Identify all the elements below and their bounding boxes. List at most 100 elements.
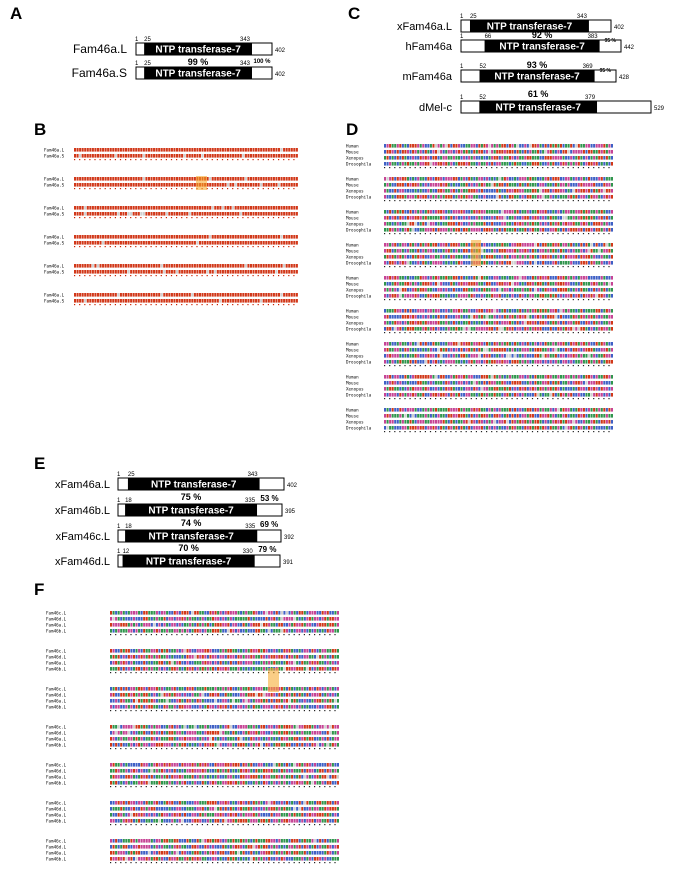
panel-d-consensus-mark: [588, 398, 590, 400]
panel-d-consensus-mark: [521, 233, 523, 235]
panel-d-consensus-mark: [409, 167, 411, 169]
panel-b-residue: [191, 154, 194, 158]
panel-b-residue: [265, 154, 268, 158]
panel-d-residue: [603, 354, 606, 358]
panel-d-residue: [605, 177, 608, 181]
panel-b-residue: [283, 264, 286, 268]
panel-d-residue: [506, 210, 509, 214]
panel-d-residue: [585, 261, 588, 265]
panel-letter-a: A: [10, 4, 23, 23]
panel-d-residue: [514, 375, 517, 379]
panel-d-residue: [409, 387, 412, 391]
panel-d-consensus-mark: [414, 332, 416, 334]
panel-c-row-2-tail-pct: 95 %: [600, 68, 612, 74]
panel-d-residue: [450, 243, 453, 247]
panel-d-residue: [567, 354, 570, 358]
panel-b-consensus-mark: [160, 159, 162, 161]
panel-d-residue: [470, 150, 473, 154]
panel-d-residue: [409, 315, 412, 319]
panel-d-residue: [386, 342, 389, 346]
panel-d-residue: [463, 150, 466, 154]
panel-d-residue: [610, 189, 613, 193]
panel-d-residue: [457, 408, 460, 412]
panel-b-residue: [272, 183, 275, 187]
panel-b-consensus-mark: [272, 159, 275, 161]
panel-b-residue: [114, 235, 117, 239]
panel-d-residue: [468, 408, 471, 412]
panel-d-residue: [442, 156, 445, 160]
panel-d-residue: [585, 387, 588, 391]
panel-d-residue: [414, 381, 417, 385]
panel-d-residue: [435, 255, 438, 259]
panel-d-residue: [570, 243, 573, 247]
panel-d-residue: [585, 222, 588, 226]
panel-d-residue: [600, 321, 603, 325]
panel-d-residue: [537, 294, 540, 298]
panel-b-consensus-mark: [242, 275, 244, 277]
panel-d-residue: [562, 321, 565, 325]
panel-b-residue: [288, 235, 291, 239]
panel-b-residue: [104, 148, 107, 152]
panel-d-consensus-mark: [475, 167, 477, 169]
panel-d-residue: [457, 342, 460, 346]
panel-d-residue: [429, 162, 432, 166]
panel-b-residue: [219, 270, 222, 274]
panel-d-residue: [557, 381, 560, 385]
panel-d-residue: [539, 420, 542, 424]
panel-d-residue: [432, 210, 435, 214]
panel-d-residue: [429, 387, 432, 391]
panel-b-residue: [122, 212, 125, 216]
panel-d-consensus-mark: [460, 200, 462, 202]
panel-d-residue: [419, 156, 422, 160]
panel-d-residue: [519, 315, 522, 319]
panel-b-consensus-mark: [150, 304, 152, 306]
panel-b-residue: [214, 299, 217, 303]
panel-d-residue: [585, 255, 588, 259]
panel-d-residue: [437, 216, 440, 220]
panel-b-residue: [74, 264, 77, 268]
panel-d-consensus-mark: [562, 167, 564, 169]
panel-d-residue: [450, 309, 453, 313]
panel-d-residue: [539, 261, 542, 265]
panel-d-residue: [519, 189, 522, 193]
panel-d-residue: [429, 243, 432, 247]
panel-d-residue: [531, 309, 534, 313]
panel-d-residue: [491, 282, 494, 286]
panel-d-residue: [437, 360, 440, 364]
panel-b-residue: [168, 177, 171, 181]
panel-b-residue: [227, 241, 230, 245]
panel-d-residue: [424, 144, 427, 148]
panel-b-consensus-mark: [242, 246, 244, 248]
panel-d-residue: [570, 315, 573, 319]
panel-b-residue: [147, 154, 150, 158]
panel-d-residue: [455, 414, 458, 418]
panel-d-residue: [414, 327, 417, 331]
panel-d-consensus-mark: [593, 200, 595, 202]
panel-d-residue: [460, 294, 463, 298]
panel-d-residue: [396, 156, 399, 160]
panel-b-consensus-mark: [74, 246, 76, 248]
panel-b-residue: [206, 154, 209, 158]
panel-d-residue: [534, 321, 537, 325]
panel-d-consensus-mark: [501, 233, 503, 235]
panel-d-residue: [468, 327, 471, 331]
panel-d-residue: [521, 309, 524, 313]
panel-d-residue: [406, 282, 409, 286]
panel-d-residue: [409, 294, 412, 298]
panel-d-residue: [452, 360, 455, 364]
panel-b-residue: [257, 293, 260, 297]
panel-b-residue: [280, 177, 283, 181]
panel-d-residue: [386, 408, 389, 412]
panel-d-residue: [493, 189, 496, 193]
panel-b-consensus-mark: [257, 275, 259, 277]
panel-d-residue: [544, 183, 547, 187]
panel-d-residue: [445, 261, 448, 265]
panel-d-residue: [455, 393, 458, 397]
panel-b-residue: [84, 235, 87, 239]
panel-d-residue: [559, 183, 562, 187]
panel-d-residue: [412, 144, 415, 148]
panel-d-residue: [412, 315, 415, 319]
panel-d-residue: [394, 408, 397, 412]
panel-b-residue: [178, 212, 181, 216]
panel-d-residue: [488, 354, 491, 358]
